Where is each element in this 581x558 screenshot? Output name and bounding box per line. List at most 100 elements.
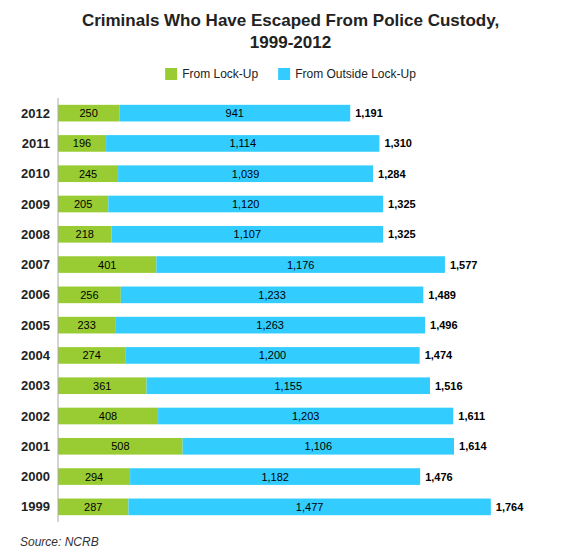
total-label: 1,474 xyxy=(425,349,453,361)
bar-label: 218 xyxy=(76,228,94,240)
bar-label: 196 xyxy=(73,137,91,149)
chart: Criminals Who Have Escaped From Police C… xyxy=(0,0,581,558)
bar-label: 1,477 xyxy=(296,501,324,513)
bar xyxy=(58,226,111,243)
background xyxy=(0,0,581,558)
bar xyxy=(147,377,430,394)
total-label: 1,325 xyxy=(388,198,416,210)
bar xyxy=(58,499,128,516)
bar xyxy=(58,468,130,485)
y-tick-label: 2000 xyxy=(21,469,50,484)
bar xyxy=(121,287,424,304)
total-label: 1,764 xyxy=(496,501,524,513)
bar xyxy=(58,317,115,334)
bar xyxy=(118,165,373,182)
legend-item: From Lock-Up xyxy=(165,67,258,81)
bar xyxy=(106,135,379,152)
y-tick-label: 2012 xyxy=(21,106,50,121)
bar xyxy=(111,226,383,243)
bars xyxy=(58,105,491,515)
bar xyxy=(58,196,108,213)
y-tick-label: 2009 xyxy=(21,197,50,212)
data-labels: 250 941 1,191 196 1,114 1,310 245 1,039 1,284 205… xyxy=(73,107,524,513)
legend-item: From Outside Lock-Up xyxy=(278,67,416,81)
total-label: 1,611 xyxy=(458,410,485,422)
y-tick-label: 2008 xyxy=(21,227,50,242)
y-tick-label: 2011 xyxy=(22,136,50,151)
legend-swatch xyxy=(165,68,177,80)
total-label: 1,516 xyxy=(435,380,463,392)
bar-label: 1,233 xyxy=(258,289,286,301)
y-tick-label: 2001 xyxy=(21,439,50,454)
y-tick-label: 2005 xyxy=(21,318,50,333)
bar-label: 1,263 xyxy=(256,319,284,331)
total-label: 1,577 xyxy=(450,259,478,271)
total-label: 1,496 xyxy=(430,319,458,331)
bar-label: 205 xyxy=(74,198,92,210)
total-label: 1,310 xyxy=(384,137,412,149)
bar xyxy=(58,165,118,182)
bar-label: 1,120 xyxy=(232,198,260,210)
total-label: 1,191 xyxy=(355,107,383,119)
bar-label: 1,203 xyxy=(292,410,320,422)
subtitle: 1999-2012 xyxy=(250,33,331,52)
bar-label: 401 xyxy=(98,259,116,271)
source-note: Source: NCRB xyxy=(20,535,99,549)
bar xyxy=(58,347,125,364)
y-tick-label: 1999 xyxy=(21,499,50,514)
y-tick-label: 2002 xyxy=(21,409,50,424)
y-tick-label: 2007 xyxy=(21,257,50,272)
bar xyxy=(58,377,147,394)
y-tick-label: 2003 xyxy=(21,378,50,393)
bar-label: 274 xyxy=(82,349,100,361)
bar xyxy=(58,105,119,122)
y-tick-label: 2006 xyxy=(21,287,50,302)
bar-label: 1,106 xyxy=(305,440,333,452)
bar xyxy=(58,135,106,152)
title: Criminals Who Have Escaped From Police C… xyxy=(82,11,499,30)
bar xyxy=(58,256,156,273)
bar-label: 250 xyxy=(79,107,97,119)
bar xyxy=(119,105,350,122)
bar-label: 245 xyxy=(79,168,97,180)
total-label: 1,284 xyxy=(378,168,406,180)
bar-label: 287 xyxy=(84,501,102,513)
y-tick-label: 2004 xyxy=(21,348,51,363)
y-axis: 2012 2011 2010 2009 2008 2007 2006 2005 2004 2003… xyxy=(21,98,58,522)
bar-label: 1,155 xyxy=(275,380,303,392)
legend: From Lock-Up From Outside Lock-Up xyxy=(165,67,416,81)
bar xyxy=(58,408,158,425)
bar xyxy=(130,468,420,485)
bar-label: 1,114 xyxy=(229,137,256,149)
y-tick-label: 2010 xyxy=(21,166,50,181)
total-label: 1,476 xyxy=(425,471,453,483)
bar-label: 294 xyxy=(85,471,103,483)
bar xyxy=(156,256,445,273)
total-label: 1,614 xyxy=(459,440,487,452)
bar-label: 1,107 xyxy=(234,228,262,240)
bar-label: 408 xyxy=(99,410,117,422)
bar-label: 1,039 xyxy=(232,168,260,180)
bar xyxy=(108,196,383,213)
legend-label: From Outside Lock-Up xyxy=(295,67,416,81)
bar xyxy=(58,287,121,304)
total-label: 1,325 xyxy=(388,228,416,240)
legend-label: From Lock-Up xyxy=(182,67,258,81)
bar-label: 1,200 xyxy=(259,349,287,361)
bar-label: 361 xyxy=(93,380,111,392)
bar-label: 233 xyxy=(77,319,95,331)
bar xyxy=(115,317,425,334)
bar xyxy=(183,438,454,455)
bar xyxy=(125,347,419,364)
total-label: 1,489 xyxy=(428,289,456,301)
bar-label: 1,176 xyxy=(287,259,315,271)
bar-label: 256 xyxy=(80,289,98,301)
legend-swatch xyxy=(278,68,290,80)
bar-label: 508 xyxy=(111,440,129,452)
bar-label: 941 xyxy=(226,107,244,119)
y-axis-line xyxy=(58,98,59,522)
bar xyxy=(128,499,490,516)
bar xyxy=(58,438,183,455)
bar-label: 1,182 xyxy=(261,471,289,483)
bar xyxy=(158,408,453,425)
